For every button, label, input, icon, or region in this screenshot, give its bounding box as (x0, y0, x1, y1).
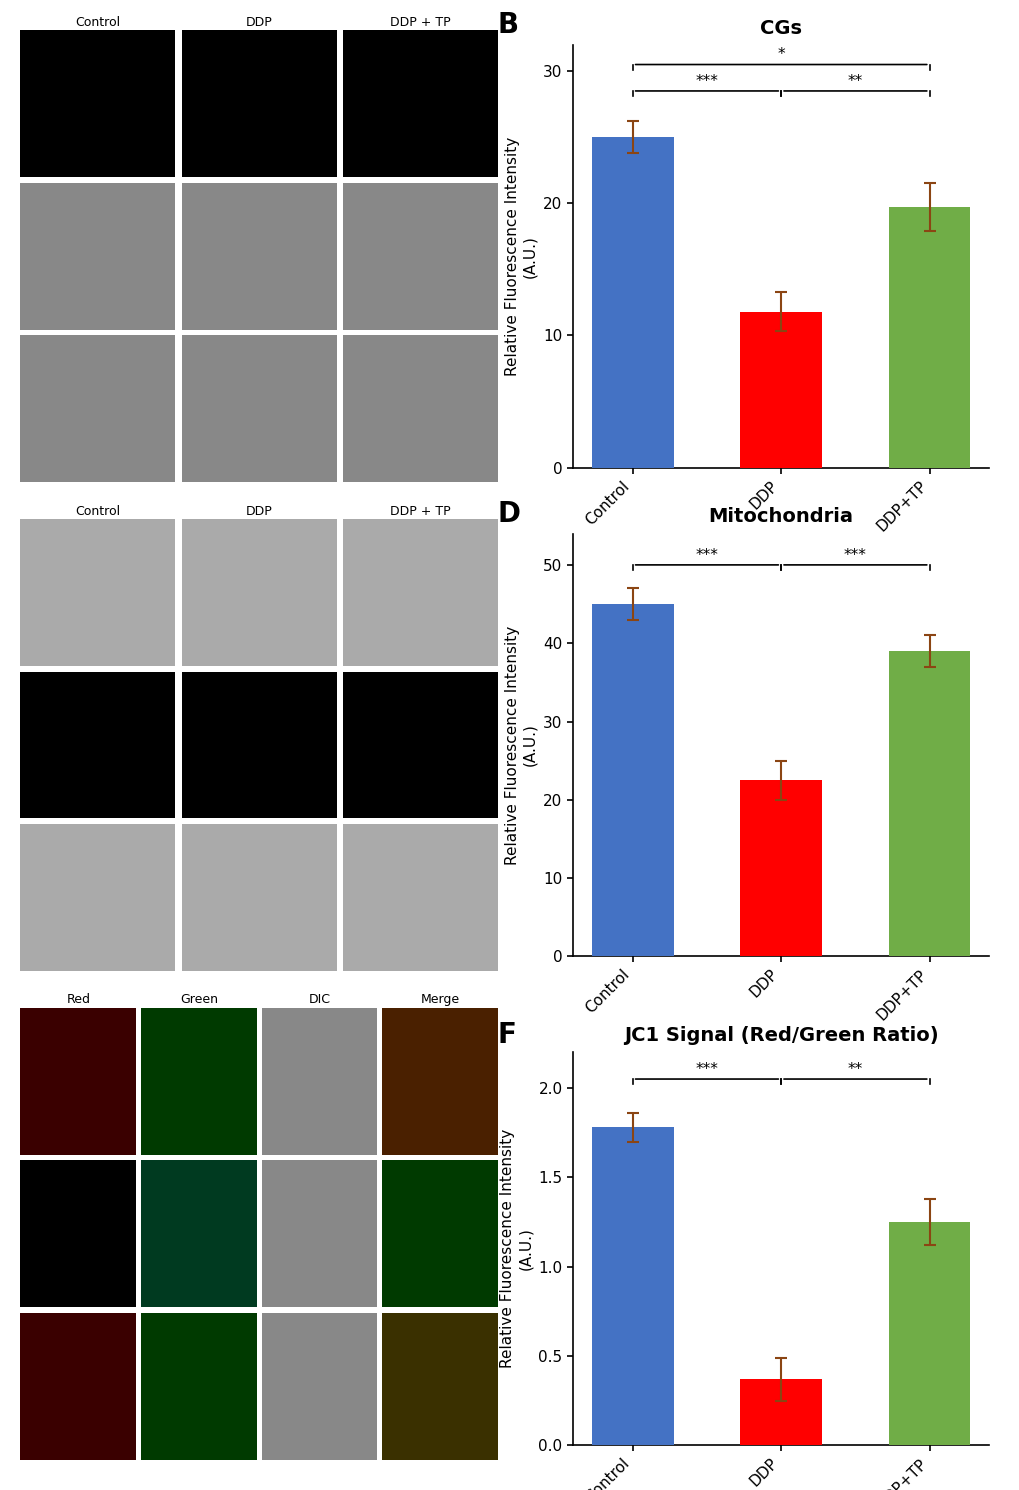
Title: DIC: DIC (308, 994, 330, 1006)
Bar (740, 1380, 821, 1445)
Bar (888, 651, 969, 957)
Title: Control: Control (75, 505, 120, 517)
Title: DDP + TP: DDP + TP (390, 15, 450, 28)
Text: F: F (497, 1021, 517, 1049)
Text: B: B (497, 10, 519, 39)
Title: Merge: Merge (420, 994, 460, 1006)
Title: DDP: DDP (246, 15, 272, 28)
Title: CGs: CGs (759, 18, 801, 37)
Bar (888, 207, 969, 468)
Title: Control: Control (75, 15, 120, 28)
Bar (888, 1222, 969, 1445)
Text: **: ** (847, 74, 862, 89)
Bar (591, 1128, 673, 1445)
Text: **: ** (847, 1062, 862, 1077)
Title: JC1 Signal (Red/Green Ratio): JC1 Signal (Red/Green Ratio) (624, 1027, 937, 1044)
Bar (740, 781, 821, 957)
Text: *: * (776, 48, 785, 63)
Title: Red: Red (66, 994, 91, 1006)
Y-axis label: Relative Fluorescence Intensity
(A.U.): Relative Fluorescence Intensity (A.U.) (500, 1129, 532, 1368)
Text: ***: *** (695, 548, 717, 563)
Y-axis label: Merge: Merge (0, 402, 1, 416)
Text: ***: *** (695, 1062, 717, 1077)
Y-axis label: Relative Fluorescence Intensity
(A.U.): Relative Fluorescence Intensity (A.U.) (504, 626, 537, 864)
Bar (591, 137, 673, 468)
Y-axis label: Relative Fluorescence Intensity
(A.U.): Relative Fluorescence Intensity (A.U.) (504, 137, 537, 375)
Title: DDP + TP: DDP + TP (390, 505, 450, 517)
Bar (740, 311, 821, 468)
Title: Mitochondria: Mitochondria (708, 508, 853, 526)
Bar (591, 603, 673, 957)
Text: ***: *** (695, 74, 717, 89)
Text: D: D (497, 499, 521, 527)
Title: Green: Green (179, 994, 218, 1006)
Text: ***: *** (843, 548, 866, 563)
Title: DDP: DDP (246, 505, 272, 517)
